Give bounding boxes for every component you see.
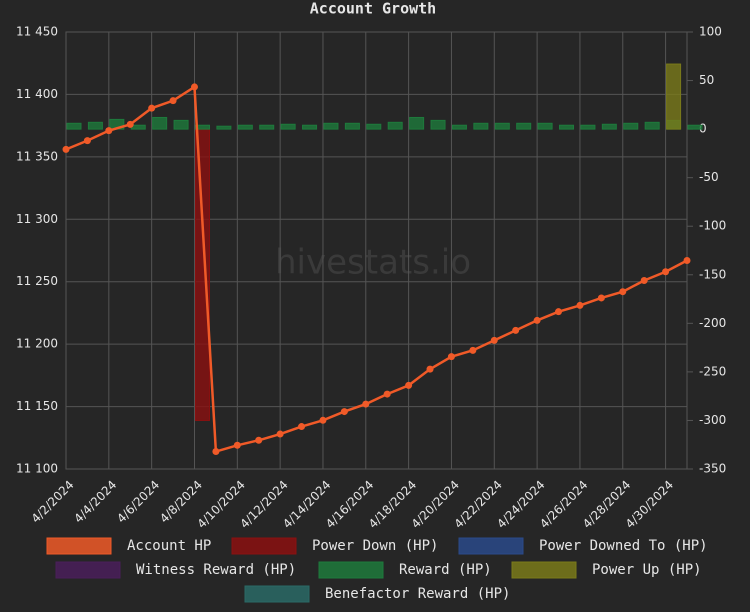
bar bbox=[280, 123, 296, 130]
bar bbox=[152, 116, 168, 130]
bar bbox=[623, 122, 639, 130]
bar bbox=[302, 124, 318, 130]
point bbox=[662, 268, 670, 276]
point bbox=[83, 137, 91, 145]
point bbox=[233, 441, 241, 449]
point bbox=[319, 416, 327, 424]
y-tick-label: 11 250 bbox=[16, 274, 58, 288]
y2-tick-label: -150 bbox=[699, 267, 726, 281]
y2-tick-label: -200 bbox=[699, 316, 726, 330]
bar bbox=[237, 124, 253, 130]
bar bbox=[344, 122, 360, 130]
bar bbox=[409, 116, 425, 130]
bar bbox=[87, 121, 103, 130]
bar bbox=[387, 121, 403, 130]
plot-border bbox=[65, 31, 688, 470]
y2-tick-label: 100 bbox=[699, 25, 722, 39]
bar bbox=[66, 122, 82, 130]
point bbox=[362, 400, 370, 408]
legend-swatch bbox=[511, 561, 577, 579]
bar bbox=[666, 63, 682, 130]
y-tick-label: 11 150 bbox=[16, 399, 58, 413]
bar bbox=[194, 128, 210, 421]
point bbox=[105, 127, 113, 135]
point bbox=[126, 120, 134, 128]
bar bbox=[173, 119, 189, 130]
y-tick-label: 11 400 bbox=[16, 87, 58, 101]
legend-swatch bbox=[55, 561, 121, 579]
bar bbox=[537, 122, 553, 130]
y-tick-label: 11 350 bbox=[16, 149, 58, 163]
y2-tick-label: -300 bbox=[699, 413, 726, 427]
bar bbox=[559, 124, 575, 130]
legend-label: Account HP bbox=[127, 538, 211, 554]
bar bbox=[473, 122, 489, 130]
y-tick-label: 11 200 bbox=[16, 337, 58, 351]
chart-title: Account Growth bbox=[310, 0, 436, 18]
y2-tick-label: -100 bbox=[699, 219, 726, 233]
point bbox=[512, 326, 520, 334]
point bbox=[383, 390, 391, 398]
y-tick-label: 11 100 bbox=[16, 462, 58, 476]
legend-swatch bbox=[318, 561, 384, 579]
point bbox=[597, 294, 605, 302]
point bbox=[469, 346, 477, 354]
bar bbox=[194, 124, 210, 130]
point bbox=[255, 436, 263, 444]
bar bbox=[451, 124, 467, 130]
point bbox=[447, 353, 455, 361]
bar bbox=[494, 122, 510, 130]
legend-label: Witness Reward (HP) bbox=[136, 562, 296, 578]
bar bbox=[259, 124, 275, 130]
legend-label: Power Up (HP) bbox=[592, 562, 702, 578]
point bbox=[533, 316, 541, 324]
bar bbox=[366, 123, 382, 130]
y-tick-label: 11 300 bbox=[16, 212, 58, 226]
legend-swatch bbox=[458, 537, 524, 555]
point bbox=[683, 256, 691, 264]
point bbox=[190, 83, 198, 91]
y2-tick-label: 0 bbox=[699, 122, 707, 136]
y2-tick-label: 50 bbox=[699, 73, 714, 87]
watermark: hivestats.io bbox=[275, 243, 471, 283]
point bbox=[576, 301, 584, 309]
point bbox=[619, 288, 627, 296]
y2-tick-label: -250 bbox=[699, 364, 726, 378]
point bbox=[169, 97, 177, 105]
point bbox=[276, 430, 284, 438]
point bbox=[62, 145, 70, 153]
legend-swatch bbox=[244, 585, 310, 603]
y2-tick-label: -350 bbox=[699, 462, 726, 476]
y2-tick-label: -50 bbox=[699, 170, 719, 184]
point bbox=[426, 365, 434, 373]
point bbox=[212, 448, 220, 456]
point bbox=[640, 276, 648, 284]
legend-swatch bbox=[46, 537, 112, 555]
line bbox=[65, 84, 688, 454]
point bbox=[490, 336, 498, 344]
point bbox=[148, 104, 156, 112]
y-tick-label: 11 450 bbox=[16, 25, 58, 39]
bar bbox=[323, 122, 339, 130]
legend-label: Benefactor Reward (HP) bbox=[325, 586, 510, 602]
point bbox=[298, 423, 306, 431]
bar bbox=[687, 124, 703, 130]
bar bbox=[216, 125, 232, 130]
legend-swatch bbox=[231, 537, 297, 555]
legend-label: Power Down (HP) bbox=[312, 538, 438, 554]
point bbox=[340, 408, 348, 416]
x-tick-label: 4/4/2024 bbox=[71, 478, 119, 526]
x-tick-label: 4/6/2024 bbox=[114, 478, 162, 526]
bar bbox=[644, 121, 660, 130]
bar bbox=[430, 119, 446, 130]
bar bbox=[601, 123, 617, 130]
legend-label: Reward (HP) bbox=[399, 562, 492, 578]
legend-label: Power Downed To (HP) bbox=[539, 538, 708, 554]
bar bbox=[580, 124, 596, 130]
point bbox=[405, 381, 413, 389]
bar bbox=[516, 122, 532, 130]
point bbox=[555, 308, 563, 316]
x-tick-label: 4/2/2024 bbox=[29, 478, 77, 526]
